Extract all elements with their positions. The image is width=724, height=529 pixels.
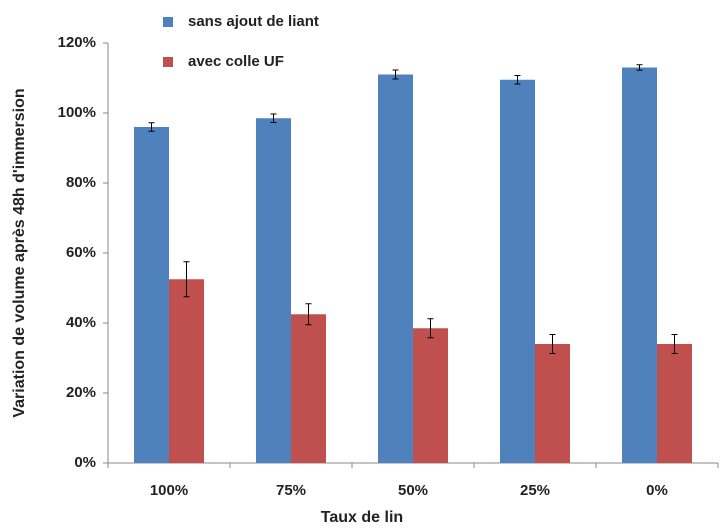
y-axis-title: Variation de volume après 48h d'immersio… — [11, 88, 28, 417]
error-bar — [305, 303, 312, 326]
bar — [622, 67, 657, 463]
x-tick-label: 0% — [646, 482, 668, 499]
bar — [535, 344, 570, 463]
y-tick-label: 60% — [66, 244, 96, 261]
bar — [169, 279, 204, 463]
error-bar — [183, 261, 190, 298]
y-tick-label: 80% — [66, 174, 96, 191]
bar — [500, 79, 535, 463]
error-bar — [549, 334, 556, 354]
y-tick-label: 20% — [66, 384, 96, 401]
x-tick-label: 100% — [150, 482, 188, 499]
error-bar — [270, 113, 277, 123]
bar — [657, 344, 692, 463]
bar — [134, 127, 169, 463]
error-bar — [392, 69, 399, 80]
legend-label: avec colle UF — [188, 53, 284, 70]
y-tick-label: 120% — [58, 34, 96, 51]
bar — [256, 118, 291, 463]
x-tick-label: 25% — [520, 482, 550, 499]
bar — [291, 314, 326, 463]
error-bar — [148, 122, 155, 132]
x-tick-label: 75% — [276, 482, 306, 499]
error-bar — [514, 75, 521, 85]
legend-swatch — [163, 17, 173, 27]
bar — [378, 74, 413, 463]
error-bar — [636, 64, 643, 71]
error-bar — [671, 334, 678, 354]
y-tick-label: 0% — [74, 454, 96, 471]
error-bar — [427, 318, 434, 339]
legend-label: sans ajout de liant — [188, 13, 319, 30]
y-tick-label: 100% — [58, 104, 96, 121]
y-tick-label: 40% — [66, 314, 96, 331]
x-tick-label: 50% — [398, 482, 428, 499]
x-axis-title: Taux de lin — [321, 509, 403, 526]
legend-swatch — [163, 57, 173, 67]
bar — [413, 328, 448, 463]
